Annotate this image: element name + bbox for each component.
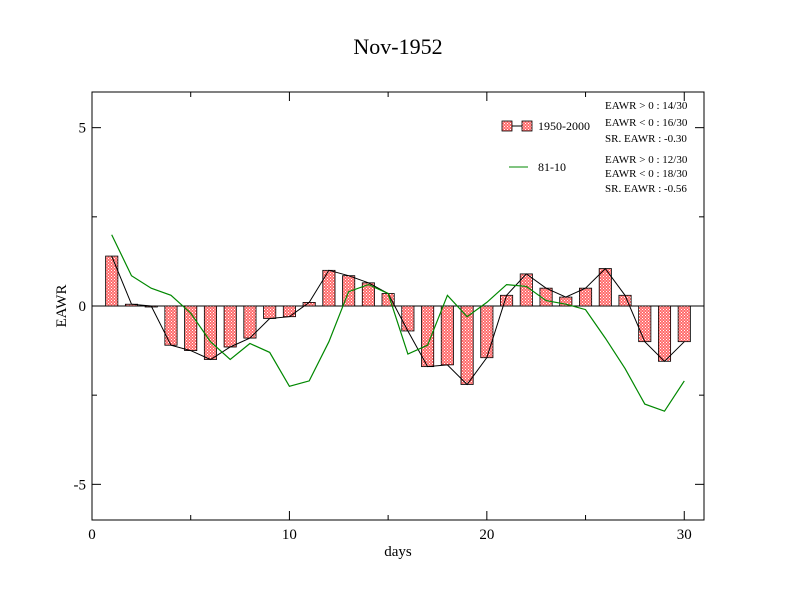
stat-sr-1950-2000: SR. EAWR : -0.30 (605, 133, 687, 145)
bar (223, 305, 237, 348)
stat-positive-81-10: EAWR > 0 : 12/30 (605, 154, 688, 166)
y-tick-label: 0 (79, 299, 87, 315)
bar (421, 305, 435, 368)
y-tick-label: -5 (74, 477, 87, 493)
bar (657, 305, 672, 362)
bar (440, 305, 454, 366)
bar (263, 305, 277, 319)
line-series (111, 234, 685, 412)
y-tick-label: 5 (79, 121, 87, 137)
stat-negative-81-10: EAWR < 0 : 18/30 (605, 168, 688, 180)
x-tick-label: 10 (282, 527, 297, 543)
bar (579, 287, 593, 307)
bar (282, 305, 296, 318)
chart-title: Nov-1952 (353, 34, 442, 59)
bar (105, 255, 119, 307)
bar-connecting-line (111, 255, 685, 386)
bar (460, 305, 474, 385)
legend-label-line: 81-10 (538, 160, 566, 174)
legend: 1950-2000 81-10 (501, 119, 590, 174)
legend-bar-swatch-right (521, 120, 533, 132)
stat-positive-1950-2000: EAWR > 0 : 14/30 (605, 100, 688, 112)
y-axis-label: EAWR (54, 285, 70, 328)
legend-bar-swatch-left (501, 120, 513, 132)
x-tick-label: 0 (88, 527, 96, 543)
bar (638, 305, 652, 343)
bars-series (105, 255, 691, 385)
bar (677, 305, 691, 343)
bar-series-line (111, 255, 685, 386)
stat-sr-81-10: SR. EAWR : -0.56 (605, 183, 687, 195)
bar (164, 305, 178, 346)
stat-negative-1950-2000: EAWR < 0 : 16/30 (605, 117, 688, 129)
line-81-10 (111, 234, 685, 412)
bar (203, 305, 217, 360)
bar (480, 305, 494, 359)
x-tick-label: 30 (677, 527, 692, 543)
bar (401, 305, 415, 332)
x-tick-label: 20 (479, 527, 494, 543)
stats-annotations: EAWR > 0 : 14/30 EAWR < 0 : 16/30 SR. EA… (605, 100, 688, 195)
legend-label-bars: 1950-2000 (538, 119, 590, 133)
x-axis-label: days (384, 544, 412, 560)
bar (322, 269, 336, 307)
